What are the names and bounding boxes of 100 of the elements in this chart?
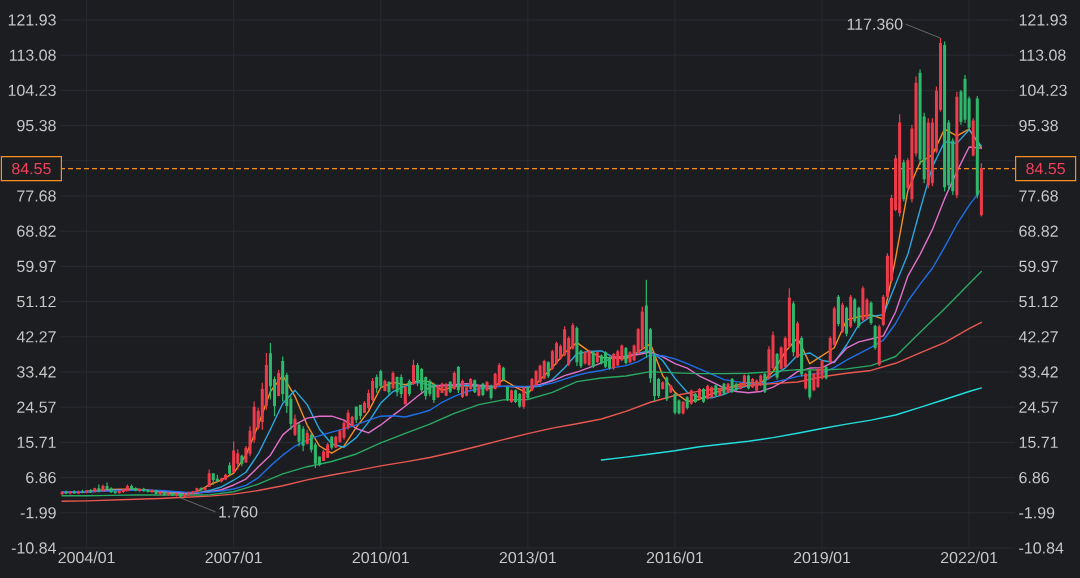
- candlestick: [170, 491, 174, 497]
- candlestick: [293, 414, 297, 437]
- candlestick: [685, 395, 689, 411]
- y2-tick-label: 24.57: [1019, 401, 1058, 413]
- y2-tick-label: 33.42: [1019, 366, 1058, 378]
- candlestick: [219, 477, 223, 484]
- candlestick: [109, 486, 113, 494]
- y-tick-label: 59.97: [17, 260, 56, 273]
- candlestick: [187, 491, 191, 497]
- candlestick: [624, 346, 628, 366]
- y-tick-label: 24.57: [17, 401, 56, 413]
- candlestick: [130, 483, 134, 491]
- candlestick: [595, 350, 599, 364]
- y-tick-label: -10.84: [11, 542, 56, 554]
- candlestick: [726, 382, 730, 394]
- candlestick: [354, 405, 358, 424]
- y2-tick-label: 6.86: [1019, 471, 1049, 484]
- y2-tick-label: 15.71: [1019, 436, 1058, 448]
- candlestick: [150, 488, 154, 494]
- candlestick: [97, 483, 101, 494]
- candlestick: [575, 325, 579, 367]
- candlestick: [93, 487, 97, 494]
- candlestick: [224, 473, 228, 481]
- y-tick-label: 68.82: [17, 225, 56, 237]
- y-tick-label: -1.99: [20, 507, 56, 519]
- annotation: 1.760: [219, 506, 258, 518]
- candlestick: [603, 350, 607, 369]
- candlestick: [526, 385, 530, 401]
- candlestick: [722, 382, 726, 396]
- candlestick: [661, 380, 665, 391]
- candlestick: [673, 392, 677, 416]
- candlestick: [489, 384, 493, 401]
- candlestick: [538, 363, 542, 384]
- candlestick: [76, 489, 80, 495]
- y2-tick-label: 77.68: [1019, 190, 1058, 202]
- y2-tick-label: 42.27: [1018, 331, 1058, 343]
- candlestick: [375, 373, 379, 394]
- y-tick-label: 15.71: [17, 436, 56, 448]
- candlestick: [203, 486, 207, 492]
- y2-tick-label: 104.23: [1019, 84, 1067, 97]
- candlestick: [166, 491, 170, 497]
- candlestick: [60, 490, 64, 496]
- candlestick: [64, 489, 68, 495]
- candlestick: [228, 461, 232, 477]
- x-tick-label: 2007/01: [205, 551, 262, 564]
- y2-tick-label: -10.84: [1019, 542, 1064, 554]
- candlestick: [146, 488, 150, 494]
- text: 84.55: [1026, 162, 1065, 175]
- y-tick-label: 121.93: [8, 14, 56, 26]
- candlestick: [481, 382, 485, 397]
- candlestick: [174, 492, 178, 498]
- candlestick: [211, 472, 215, 486]
- x-tick-label: 2016/01: [646, 551, 704, 564]
- x-tick-label: 2010/01: [352, 551, 409, 564]
- candlestick: [301, 425, 305, 452]
- candlestick: [485, 380, 489, 392]
- candlestick: [730, 377, 734, 394]
- candlestick: [179, 492, 183, 499]
- candlestick: [162, 491, 166, 497]
- candlestick: [591, 350, 595, 369]
- annotation: 117.360: [847, 18, 903, 30]
- y-tick-label: 6.86: [26, 471, 56, 484]
- x-tick-label: 2013/01: [499, 551, 556, 564]
- y2-tick-label: 113.08: [1019, 49, 1066, 61]
- candlestick: [869, 300, 873, 326]
- candlestick: [138, 487, 142, 493]
- y-tick-label: 104.23: [8, 84, 56, 97]
- candlestick: [89, 488, 93, 494]
- candlestick: [81, 489, 85, 494]
- y2-tick-label: -1.99: [1019, 507, 1055, 519]
- candlestick: [101, 483, 105, 492]
- y-tick-label: 33.42: [17, 366, 56, 378]
- candlestick: [440, 382, 444, 394]
- candlestick: [154, 489, 158, 496]
- candlestick: [391, 370, 395, 391]
- candlestick: [395, 375, 399, 397]
- x-tick-label: 2004/01: [58, 551, 115, 564]
- y-tick-label: 95.38: [17, 119, 56, 132]
- candlestick: [387, 380, 391, 396]
- y2-tick-label: 51.12: [1019, 295, 1058, 308]
- candlestick: [240, 454, 244, 467]
- candlestick: [330, 435, 334, 451]
- candlestick: [199, 486, 203, 492]
- candlestick: [183, 492, 187, 498]
- candlestick: [616, 349, 620, 367]
- ref-line-label: 84.55: [12, 162, 51, 175]
- candlestick: [72, 489, 76, 495]
- candlestick: [824, 365, 828, 381]
- candlestick: [215, 474, 219, 484]
- candlestick: [383, 379, 387, 392]
- candlestick: [85, 489, 89, 494]
- candlestick: [207, 468, 211, 488]
- candlestick: [608, 355, 612, 371]
- candlestick: [681, 400, 685, 416]
- candlestick: [232, 440, 236, 474]
- candlestick: [142, 487, 146, 493]
- y2-tick-label: 121.93: [1019, 14, 1067, 26]
- candlestick: [432, 382, 436, 404]
- candlestick: [710, 385, 714, 399]
- candlestick: [546, 360, 550, 379]
